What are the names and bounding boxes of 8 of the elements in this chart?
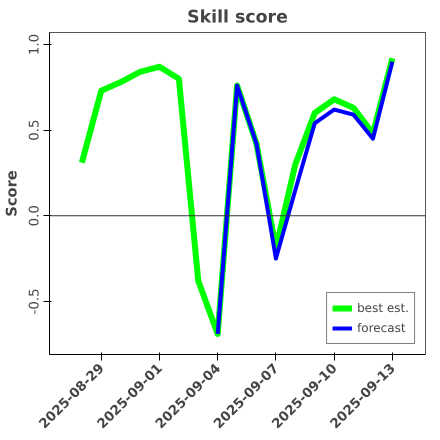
y-axis-title: Score — [4, 170, 20, 217]
legend-label: best est. — [357, 301, 409, 315]
y-tick-label: 0.0 — [28, 205, 42, 226]
chart-title: Skill score — [187, 8, 288, 28]
y-tick-label: 0.5 — [28, 120, 42, 141]
y-tick-label: -0.5 — [28, 288, 42, 314]
y-tick-label: 1.0 — [28, 34, 42, 56]
legend-label: forecast — [357, 321, 406, 335]
